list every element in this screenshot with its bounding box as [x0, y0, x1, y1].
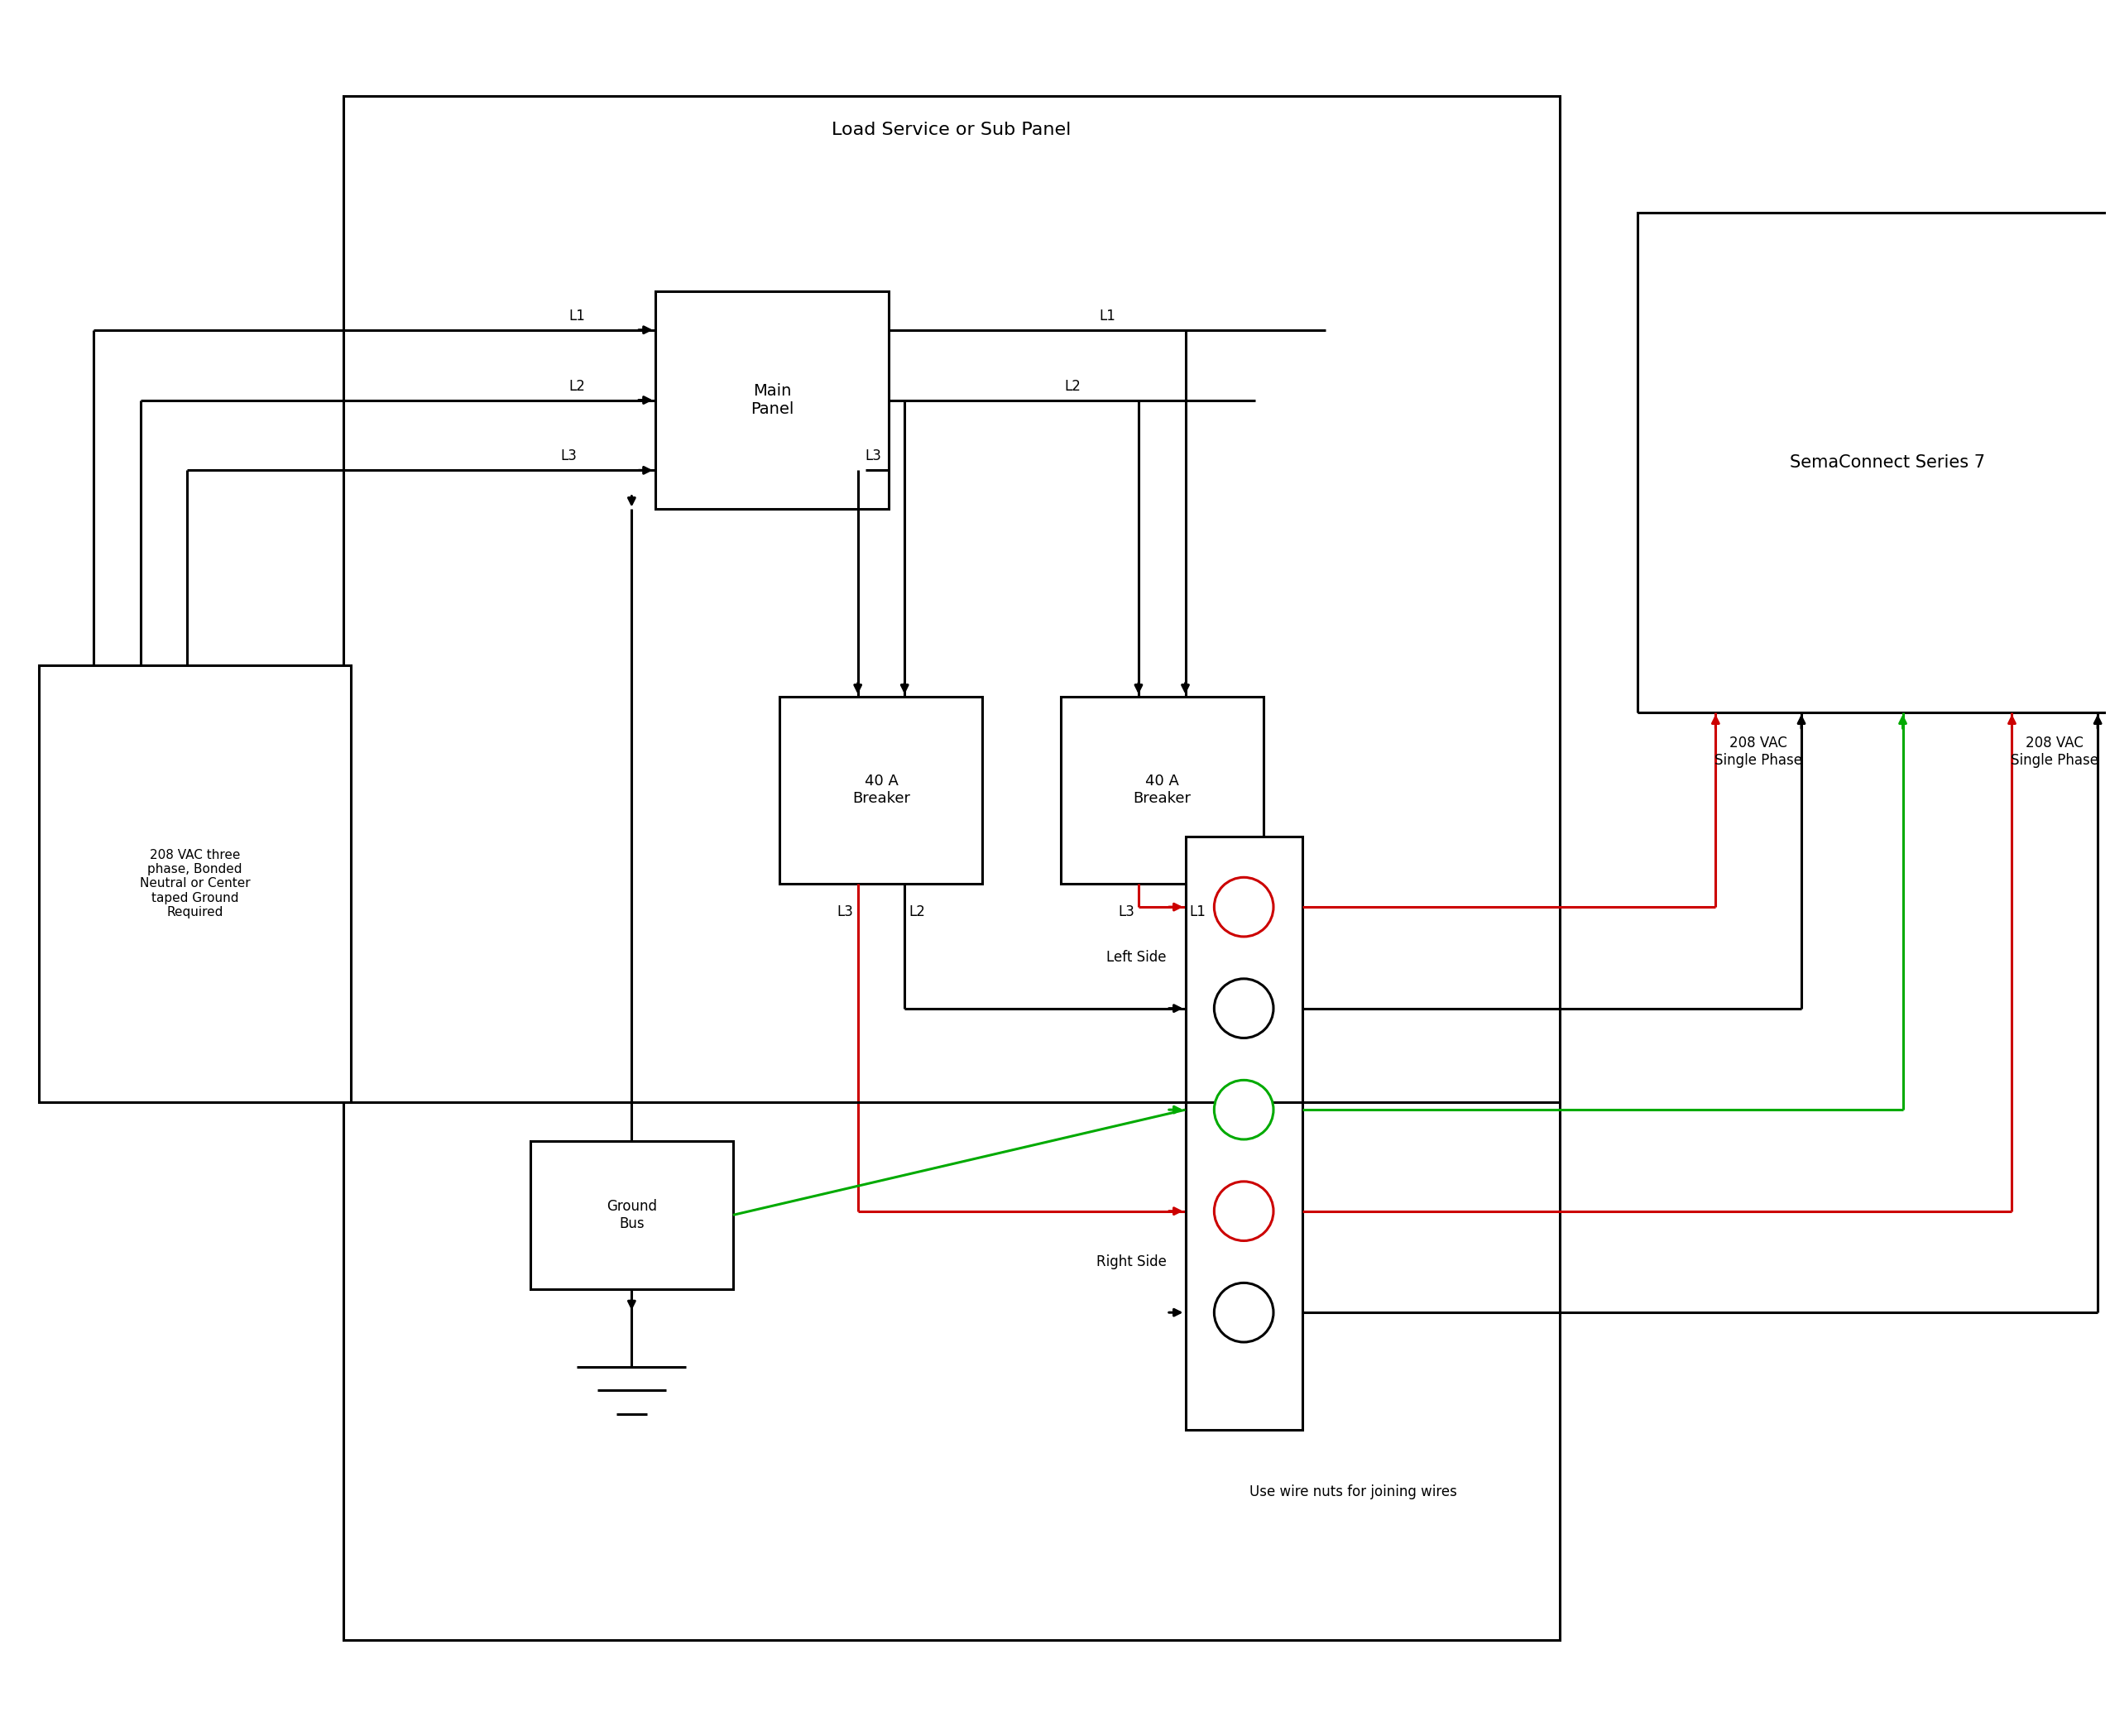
Circle shape [1213, 1283, 1274, 1342]
Text: L1: L1 [1190, 904, 1207, 918]
Text: 208 VAC
Single Phase: 208 VAC Single Phase [2011, 736, 2099, 767]
Text: 40 A
Breaker: 40 A Breaker [1133, 774, 1190, 806]
Text: L3: L3 [838, 904, 855, 918]
Text: L1: L1 [1099, 309, 1116, 323]
Bar [530, 1141, 732, 1290]
Circle shape [1213, 979, 1274, 1038]
Circle shape [1213, 1080, 1274, 1139]
Text: Use wire nuts for joining wires: Use wire nuts for joining wires [1249, 1484, 1456, 1498]
Text: Load Service or Sub Panel: Load Service or Sub Panel [831, 122, 1072, 139]
Bar [344, 95, 1559, 1641]
Circle shape [1213, 877, 1274, 937]
Circle shape [1213, 1182, 1274, 1241]
Bar [1186, 837, 1302, 1429]
Text: 40 A
Breaker: 40 A Breaker [852, 774, 909, 806]
Text: L3: L3 [865, 450, 882, 464]
Bar [1637, 214, 2110, 712]
Text: L1: L1 [568, 309, 584, 323]
Text: L3: L3 [561, 450, 576, 464]
Bar [781, 696, 983, 884]
Text: L2: L2 [1063, 378, 1080, 394]
Bar [38, 665, 350, 1102]
Bar [654, 292, 888, 509]
Text: 208 VAC
Single Phase: 208 VAC Single Phase [1715, 736, 1802, 767]
Text: 208 VAC three
phase, Bonded
Neutral or Center
taped Ground
Required: 208 VAC three phase, Bonded Neutral or C… [139, 849, 251, 918]
Text: L3: L3 [1118, 904, 1135, 918]
Bar [1061, 696, 1264, 884]
Text: Right Side: Right Side [1097, 1255, 1167, 1269]
Text: Ground
Bus: Ground Bus [606, 1200, 656, 1231]
Text: SemaConnect Series 7: SemaConnect Series 7 [1789, 455, 1986, 470]
Text: Left Side: Left Side [1106, 950, 1167, 965]
Text: L2: L2 [568, 378, 584, 394]
Text: L2: L2 [909, 904, 926, 918]
Text: Main
Panel: Main Panel [751, 384, 793, 417]
